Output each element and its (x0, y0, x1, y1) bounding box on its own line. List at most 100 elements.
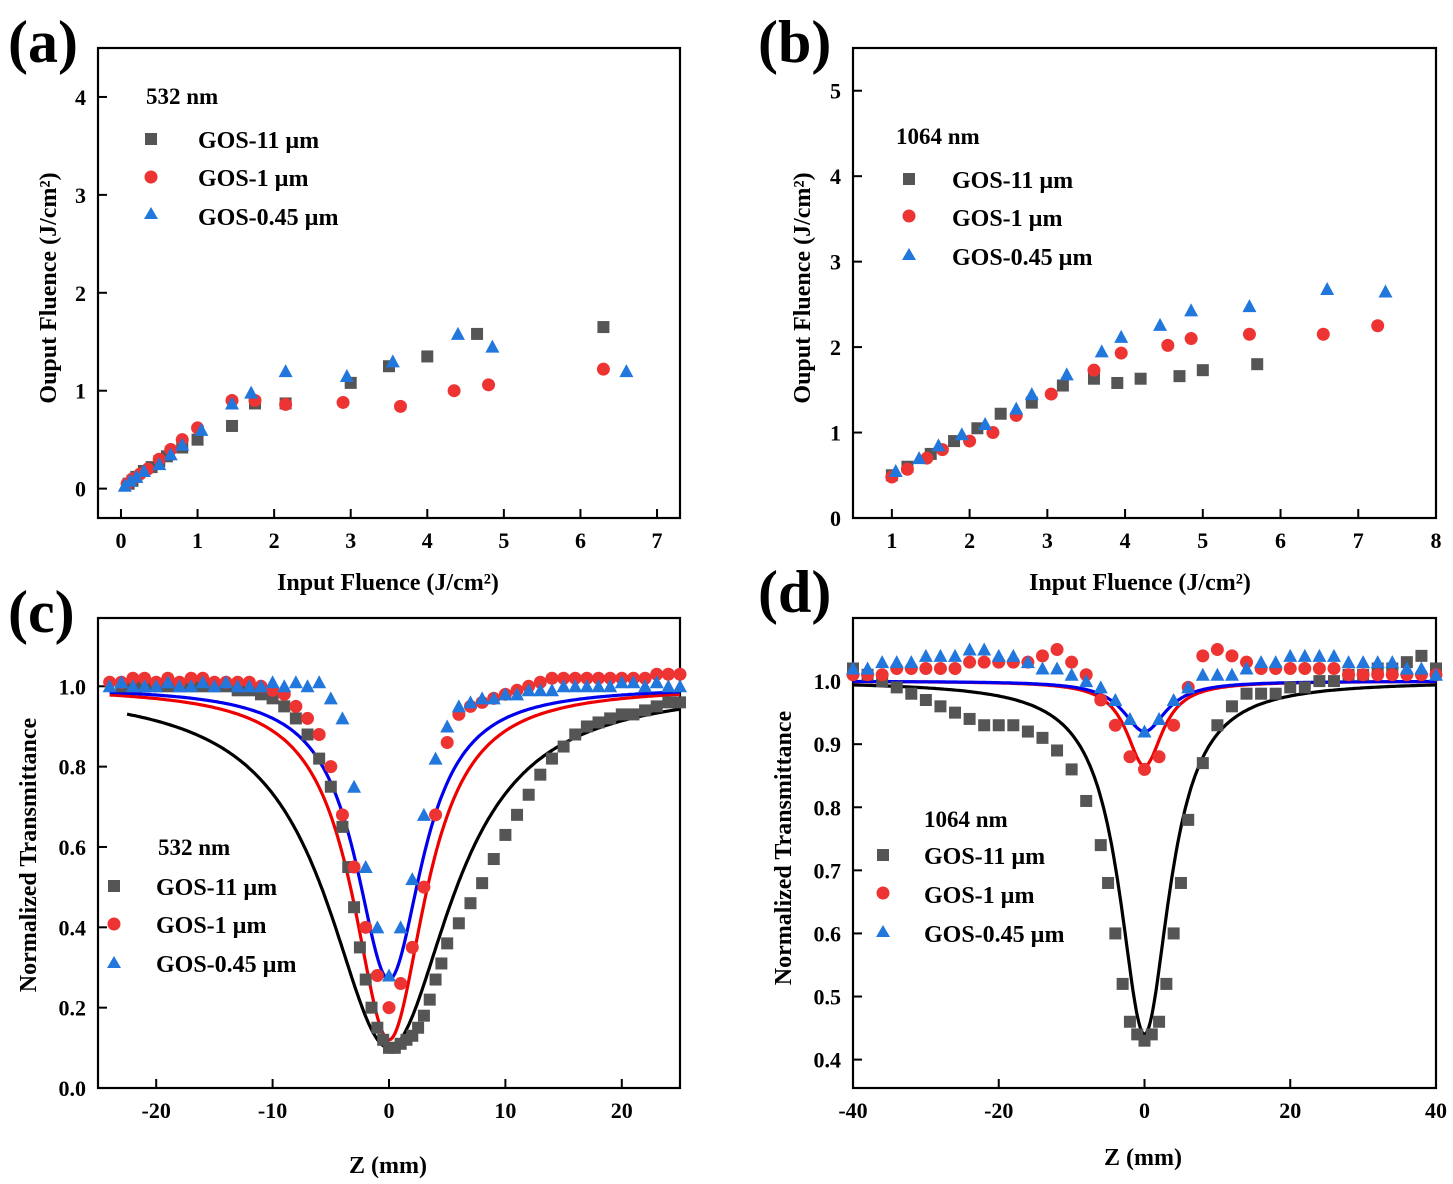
chart-d-series-1-point (1036, 731, 1049, 744)
chart-c-legend-marker-2 (107, 917, 121, 931)
chart-a: 0 1 2 3 4 5 6 7 0 1 2 3 4 Input Fluence (J/cm²) Oupu… (36, 46, 682, 596)
chart-d-series-2-point (919, 661, 933, 675)
chart-c-series-3-point (544, 683, 559, 697)
chart-d-y-tick-label: 0.8 (814, 795, 842, 820)
chart-a-x-tick-label: 7 (652, 528, 663, 553)
chart-c-legend-label-3: GOS-0.45 µm (156, 952, 297, 978)
chart-c-x-axis-label: Z (mm) (349, 1153, 427, 1179)
chart-c-series-3-point (114, 675, 129, 689)
chart-d-series-2-point (1298, 661, 1312, 675)
chart-d-series-1-point (1240, 687, 1253, 700)
chart-d-series-3-point (860, 661, 875, 675)
chart-d-series-1-point (1145, 1028, 1158, 1041)
chart-a-series-3-point (136, 464, 151, 477)
chart-b-series-2-point (1087, 363, 1101, 377)
chart-d-x-tick-label: 40 (1425, 1098, 1447, 1123)
chart-d-x-axis-label: Z (mm) (1104, 1145, 1182, 1171)
chart-c-series-2-point (557, 671, 571, 685)
chart-c-series-1-point (441, 937, 454, 950)
chart-d-series-3-point (1429, 667, 1443, 681)
panel-label-b: (b) (758, 9, 831, 75)
chart-c-series-3-point (370, 920, 385, 934)
chart-c-series-1-point (545, 752, 558, 765)
chart-c-series-1-point (417, 1009, 430, 1022)
chart-c-series-1-point (289, 712, 302, 725)
chart-b-series-3-point (1059, 367, 1074, 381)
chart-b-x-axis-label: Input Fluence (J/cm²) (1029, 570, 1251, 596)
chart-b-legend: GOS-11 µm GOS-1 µm GOS-0.45 µm (902, 168, 1093, 271)
chart-c-series-2-point (661, 667, 675, 681)
chart-c-series-2-point (533, 675, 547, 689)
chart-a-series-3-point (278, 364, 293, 378)
chart-d-series-1-point (1080, 794, 1093, 807)
chart-d-series-1-point (1065, 763, 1078, 776)
chart-c-y-axis-label: Normalized Transmittance (16, 717, 42, 992)
chart-c-series-3-point (358, 860, 373, 874)
chart-c-series-2-point (580, 671, 594, 685)
chart-a-series-2-point (336, 395, 350, 409)
chart-c-series-3-point (195, 675, 210, 689)
chart-c-fit-line-2 (109, 692, 681, 1042)
chart-a-series-3-point (450, 326, 465, 340)
chart-a-legend-label-1: GOS-11 µm (198, 128, 319, 154)
chart-b-y-tick-label: 2 (830, 335, 841, 360)
chart-b-x-tick-label: 2 (964, 528, 975, 553)
chart-c-series-1-point (324, 780, 337, 793)
chart-d-series-1-point (1116, 977, 1129, 990)
chart-c-series-1-point (353, 941, 366, 954)
chart-d: -40 -20 0 20 400.40.50.60.70.80.91.0 Z (mm) … (771, 616, 1447, 1171)
chart-c-series-3-point (440, 719, 455, 733)
chart-d-series-2-point (1356, 668, 1370, 682)
chart-b-x-tick-label: 8 (1431, 528, 1442, 553)
chart-c-series-3-point (521, 683, 536, 697)
panel-label-c: (c) (8, 579, 75, 645)
chart-b-y-axis-label: Ouput Fluence (J/cm²) (790, 172, 816, 403)
chart-c-series-3-point (323, 691, 338, 705)
chart-d-series-1-point (1021, 725, 1034, 738)
chart-a-legend-marker-3 (144, 207, 158, 219)
chart-d-series-3-point (918, 648, 933, 662)
chart-d-series-3-point (1137, 724, 1152, 738)
chart-c-series-3-point (335, 711, 350, 725)
chart-c-series-3-point (382, 968, 396, 982)
chart-c-series-3-point (230, 679, 245, 693)
chart-c-y-tick-label: 0.8 (59, 755, 87, 780)
chart-d-series-1-point (919, 694, 932, 707)
chart-c-series-3-point (184, 679, 199, 693)
chart-c-series-3-point (265, 675, 280, 689)
chart-c-series-2-point (405, 940, 419, 954)
chart-c-series-1-point (674, 696, 686, 709)
chart-c-series-1-point (365, 1001, 378, 1014)
chart-d-series-3-point (1108, 693, 1123, 707)
chart-a-legend-label-3: GOS-0.45 µm (198, 205, 339, 231)
chart-c-series-1-point (476, 877, 489, 890)
chart-b-x-tick-label: 5 (1197, 528, 1208, 553)
chart-c-series-2-point (440, 736, 454, 750)
chart-d-series-2-point (1371, 668, 1385, 682)
chart-d-series-3-point (1312, 648, 1327, 662)
chart-d-series-2-point (1385, 668, 1399, 682)
chart-c-series-1-point (348, 901, 361, 914)
chart-d-series-1-point (949, 706, 962, 719)
chart-c-series-2-point (603, 671, 617, 685)
chart-d-series-3-point (1297, 648, 1312, 662)
chart-c-series-1-point (511, 808, 524, 821)
chart-c-series-3-point (253, 679, 268, 693)
chart-b-series-3-point (1378, 284, 1393, 298)
chart-c-series-1-point (650, 700, 663, 713)
chart-b-series-3-point (888, 464, 903, 477)
chart-d-series-1-point (992, 719, 1005, 732)
chart-d-series-1-point (905, 687, 918, 700)
chart-c-series-1-point (452, 917, 465, 930)
chart-b-series-2-point (1044, 387, 1058, 401)
chart-d-legend-marker-1 (877, 849, 889, 861)
chart-b: 1 2 3 4 5 6 7 8 0 1 2 3 4 5 Input Fluence (J/cm²) Oup… (790, 46, 1442, 596)
chart-c-series-3-point (510, 687, 525, 701)
chart-b-series-3-point (954, 427, 969, 441)
chart-b-series-2-point (1371, 319, 1385, 333)
chart-b-legend-marker-1 (903, 173, 915, 185)
chart-c-series-3-point (451, 699, 466, 713)
chart-c-series-3-point (591, 679, 606, 693)
chart-d-plot-area: -40 -20 0 20 40 0.4 0.5 0.6 0.7 0.8 0.9 1.0 (814, 616, 1447, 1123)
chart-b-y-tick-label: 3 (830, 250, 841, 275)
